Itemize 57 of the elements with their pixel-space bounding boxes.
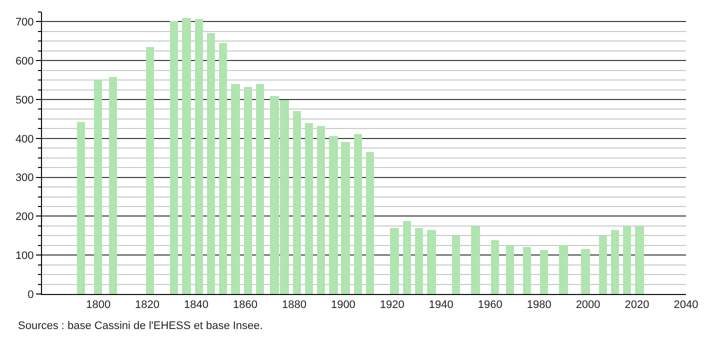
bar (146, 47, 154, 294)
y-tick-label: 300 (15, 172, 34, 184)
bar (452, 236, 460, 294)
bar (317, 126, 325, 294)
x-tick-label: 2000 (576, 299, 600, 312)
y-tick-label: 400 (15, 133, 34, 146)
y-tick-label: 700 (15, 16, 34, 29)
bar (523, 247, 531, 294)
bar (581, 249, 590, 294)
y-tick-label: 500 (15, 94, 34, 106)
bar (415, 228, 423, 294)
x-tick-label: 1820 (135, 299, 160, 312)
bar (256, 84, 264, 294)
bar (244, 87, 252, 294)
x-tick-label: 1860 (233, 299, 258, 312)
x-tick-label: 1840 (184, 299, 209, 312)
x-tick-label: 2040 (674, 299, 698, 312)
bar (635, 226, 644, 294)
x-tick-label: 1960 (478, 299, 502, 312)
bar (182, 18, 191, 294)
x-tick-label: 1900 (330, 299, 356, 312)
x-tick-label: 1980 (526, 299, 552, 312)
bar (611, 230, 619, 294)
bar (540, 250, 548, 294)
y-tick-label: 600 (15, 55, 34, 68)
bar (366, 152, 374, 294)
bar (471, 226, 480, 294)
bar (559, 245, 568, 294)
bar (109, 77, 117, 294)
source-note: Sources : base Cassini de l'EHESS et base Insee. (18, 320, 263, 332)
bar (506, 245, 514, 294)
bar (207, 33, 215, 294)
bar (599, 236, 607, 294)
bar (94, 80, 102, 294)
bar (77, 122, 85, 294)
bar (219, 43, 227, 294)
bar (305, 123, 313, 294)
x-tick-label: 1880 (282, 299, 306, 312)
bar (491, 240, 499, 294)
bar (341, 142, 350, 294)
y-tick-label: 200 (15, 211, 34, 224)
bar (170, 21, 178, 294)
bar (231, 84, 240, 294)
bar (390, 228, 399, 294)
bar (623, 226, 631, 294)
y-tick-label: 0 (28, 288, 34, 301)
bar (293, 111, 301, 294)
bar (354, 134, 362, 294)
bar (403, 221, 411, 294)
x-tick-label: 1800 (86, 299, 111, 312)
y-tick-label: 100 (15, 250, 34, 262)
x-tick-label: 2020 (624, 299, 650, 312)
bar (195, 19, 203, 294)
x-tick-label: 1940 (428, 299, 454, 312)
bar (329, 136, 338, 294)
x-tick-label: 1920 (380, 299, 404, 312)
bar (427, 230, 436, 294)
